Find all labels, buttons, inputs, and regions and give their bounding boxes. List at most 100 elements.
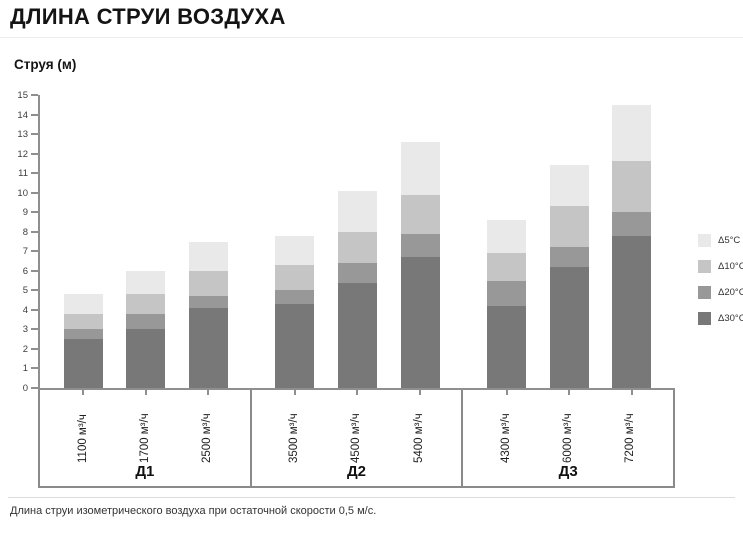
flow-rate-label-text: 7200 м³/ч	[624, 413, 637, 463]
stacked-bar	[487, 220, 526, 388]
title-divider	[0, 37, 743, 38]
y-axis-tick	[31, 328, 38, 331]
y-axis-tick	[31, 289, 38, 292]
group-section-Д1: 1100 м³/ч 1700 м³/ч 2500 м³/ч Д1	[38, 390, 252, 486]
bar-group-Д1	[40, 95, 252, 388]
segment-d30	[188, 307, 228, 388]
y-axis-tick	[31, 152, 38, 155]
segment-d10	[337, 231, 377, 263]
flow-rate-label: 1700 м³/ч	[125, 397, 164, 463]
group-section-Д3: 4300 м³/ч 6000 м³/ч 7200 м³/ч Д3	[463, 390, 676, 486]
segment-d10	[487, 253, 526, 281]
segment-d20	[63, 329, 103, 340]
y-axis-title: Струя (м)	[14, 57, 77, 72]
segment-d5	[549, 165, 589, 207]
legend-swatch-icon	[698, 260, 711, 273]
segment-d10	[400, 194, 440, 234]
stacked-bar	[549, 165, 589, 388]
segment-d30	[63, 339, 103, 388]
flow-rate-label: 5400 м³/ч	[399, 397, 438, 463]
legend-item: Δ30°C	[698, 312, 743, 325]
y-axis-tick	[31, 230, 38, 233]
flow-rate-label-text: 5400 м³/ч	[412, 413, 425, 463]
segment-d30	[337, 282, 377, 388]
segment-d10	[63, 313, 103, 330]
segment-d30	[612, 235, 652, 388]
plot-area	[38, 95, 675, 390]
segment-d20	[612, 212, 652, 236]
y-axis-tick-label: 4	[22, 304, 28, 316]
segment-d5	[487, 220, 526, 254]
segment-d20	[275, 290, 315, 304]
y-axis-tick-label: 0	[22, 383, 28, 394]
stacked-bar	[275, 235, 315, 388]
y-axis-tick-label: 15	[17, 90, 28, 101]
segment-d10	[549, 206, 589, 248]
stacked-bar	[63, 294, 103, 388]
legend: Δ5°C Δ10°C Δ20°C Δ30°C	[698, 234, 743, 338]
y-axis-tick	[31, 387, 38, 389]
flow-rate-label-text: 1700 м³/ч	[138, 413, 151, 463]
segment-d10	[612, 161, 652, 213]
segment-d5	[126, 270, 166, 295]
y-axis-tick-label: 14	[17, 109, 28, 121]
legend-label: Δ5°C	[718, 235, 741, 246]
legend-item: Δ5°C	[698, 234, 743, 247]
flow-rate-labels: 3500 м³/ч 4500 м³/ч 5400 м³/ч	[252, 390, 462, 463]
flow-rate-label-text: 3500 м³/ч	[288, 413, 301, 463]
legend-swatch-icon	[698, 286, 711, 299]
flow-rate-label: 6000 м³/ч	[549, 397, 588, 463]
bar-groups	[40, 95, 675, 388]
segment-d30	[400, 257, 440, 388]
segment-d5	[612, 104, 652, 162]
segment-d5	[275, 235, 315, 265]
segment-d20	[337, 263, 377, 283]
chart-caption: Длина струи изометрического воздуха при …	[10, 505, 377, 517]
segment-d5	[337, 190, 377, 232]
y-axis-tick	[31, 308, 38, 311]
y-axis-tick-label: 2	[22, 343, 28, 355]
y-axis-tick	[31, 269, 38, 272]
segment-d10	[188, 270, 228, 297]
y-axis-tick-label: 7	[22, 246, 28, 258]
segment-d20	[549, 247, 589, 267]
stacked-bar	[337, 190, 377, 388]
segment-d20	[188, 296, 228, 308]
y-axis-tick	[31, 133, 38, 136]
segment-d5	[188, 241, 228, 271]
flow-rate-label-text: 4500 м³/ч	[350, 413, 363, 463]
flow-rate-label-text: 6000 м³/ч	[562, 413, 575, 463]
segment-d20	[487, 280, 526, 306]
y-axis-tick	[31, 211, 38, 214]
segment-d30	[126, 329, 166, 388]
stacked-bar	[188, 241, 228, 388]
y-axis-tick	[31, 191, 38, 194]
y-axis-tick-label: 11	[18, 168, 28, 180]
y-axis-tick-label: 10	[17, 187, 28, 199]
y-axis-tick-label: 6	[22, 265, 28, 277]
legend-swatch-icon	[698, 312, 711, 325]
bar-group-Д2	[252, 95, 464, 388]
y-axis-tick	[31, 367, 38, 370]
flow-rate-label: 1100 м³/ч	[63, 397, 102, 463]
flow-rate-label: 4300 м³/ч	[487, 397, 526, 463]
flow-rate-label-text: 2500 м³/ч	[200, 413, 213, 463]
legend-label: Δ10°C	[718, 261, 743, 272]
legend-label: Δ30°C	[718, 313, 743, 324]
flow-rate-label: 3500 м³/ч	[275, 397, 314, 463]
bar-group-Д3	[463, 95, 675, 388]
segment-d10	[126, 294, 166, 314]
stacked-bar	[126, 270, 166, 388]
segment-d20	[126, 313, 166, 330]
caption-divider	[8, 497, 735, 498]
flow-rate-labels: 4300 м³/ч 6000 м³/ч 7200 м³/ч	[463, 390, 673, 463]
flow-rate-label-text: 4300 м³/ч	[500, 413, 512, 463]
page-title: ДЛИНА СТРУИ ВОЗДУХА	[10, 4, 286, 29]
segment-d30	[275, 304, 315, 388]
group-section-Д2: 3500 м³/ч 4500 м³/ч 5400 м³/ч Д2	[252, 390, 464, 486]
segment-d5	[400, 141, 440, 195]
stacked-bar	[400, 141, 440, 388]
flow-rate-label: 4500 м³/ч	[337, 397, 376, 463]
y-axis-tick	[31, 113, 38, 116]
